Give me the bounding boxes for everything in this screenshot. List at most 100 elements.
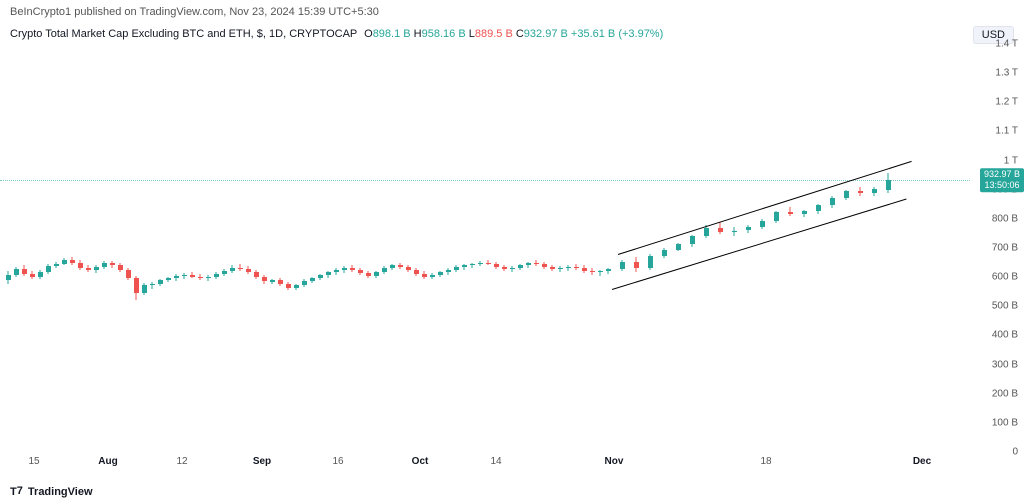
candle	[582, 265, 587, 272]
candle	[310, 277, 315, 283]
candle	[294, 284, 299, 291]
publish-header: BeInCrypto1 published on TradingView.com…	[10, 6, 379, 18]
tradingview-attribution[interactable]: T7 TradingView	[10, 486, 93, 498]
candle	[374, 271, 379, 278]
o-label: O	[364, 28, 373, 40]
candle	[478, 261, 483, 266]
candle	[886, 173, 891, 193]
candle	[788, 207, 793, 216]
candle	[142, 283, 147, 295]
candle	[214, 272, 219, 280]
candle	[494, 262, 499, 269]
candle	[118, 263, 123, 272]
h-label: H	[414, 28, 422, 40]
candle	[398, 263, 403, 269]
candle	[620, 260, 625, 271]
candle	[844, 190, 849, 200]
y-tick-label: 1.1 T	[995, 126, 1018, 137]
candle	[662, 248, 667, 258]
candle	[342, 266, 347, 273]
candle	[606, 268, 611, 274]
candle	[134, 276, 139, 301]
publish-date: Nov 23, 2024 15:39 UTC+5:30	[229, 6, 379, 18]
candle	[676, 243, 681, 252]
y-tick-label: 400 B	[992, 330, 1018, 341]
candle	[470, 263, 475, 268]
y-tick-label: 1.3 T	[995, 68, 1018, 79]
candle	[422, 271, 427, 278]
candle	[414, 268, 419, 276]
time-axis[interactable]: 15Aug12Sep16Oct14Nov18Dec	[0, 452, 970, 476]
candle	[326, 271, 331, 278]
candle	[22, 265, 27, 275]
y-tick-label: 500 B	[992, 301, 1018, 312]
candle	[254, 270, 259, 279]
symbol-title: Crypto Total Market Cap Excluding BTC an…	[10, 28, 357, 40]
y-tick-label: 1.2 T	[995, 97, 1018, 108]
x-tick-label: 16	[332, 456, 343, 467]
site-name: TradingView.com	[139, 6, 223, 18]
candle	[510, 266, 515, 272]
candle	[70, 257, 75, 265]
candle	[486, 260, 491, 265]
candle	[502, 265, 507, 271]
candle	[550, 265, 555, 271]
current-price-label: 932.97 B13:50:06	[980, 168, 1024, 192]
l-value: 889.5 B	[475, 28, 513, 40]
candle	[78, 260, 83, 270]
publisher-name: BeInCrypto1	[10, 6, 71, 18]
candle	[690, 235, 695, 247]
candle	[382, 266, 387, 274]
candle	[802, 210, 807, 217]
y-tick-label: 800 B	[992, 213, 1018, 224]
x-tick-label: 18	[760, 456, 771, 467]
candle	[634, 257, 639, 272]
candle	[816, 204, 821, 214]
candle	[872, 187, 877, 196]
price-axis[interactable]: 0100 B200 B300 B400 B500 B600 B700 B800 …	[970, 44, 1024, 452]
candle	[462, 264, 467, 270]
candle	[430, 273, 435, 279]
change-percent: (+3.97%)	[618, 28, 663, 40]
candle	[302, 279, 307, 287]
trend-channel-line[interactable]	[612, 198, 906, 289]
symbol-info-bar: Crypto Total Market Cap Excluding BTC an…	[10, 28, 663, 40]
candle	[518, 264, 523, 270]
candle	[830, 196, 835, 208]
y-tick-label: 1 T	[1004, 155, 1018, 166]
candle	[334, 268, 339, 274]
candle	[182, 273, 187, 279]
x-tick-label: 12	[176, 456, 187, 467]
candle	[534, 260, 539, 266]
candle	[526, 262, 531, 268]
candle	[238, 264, 243, 271]
candle	[206, 275, 211, 281]
candle	[278, 278, 283, 287]
current-price-line	[0, 180, 970, 181]
candle	[598, 270, 603, 276]
candle	[746, 225, 751, 233]
candle	[110, 261, 115, 268]
candle	[174, 274, 179, 280]
candle	[390, 264, 395, 270]
tradingview-label: TradingView	[28, 486, 93, 498]
y-tick-label: 600 B	[992, 272, 1018, 283]
candle	[406, 265, 411, 272]
y-tick-label: 1.4 T	[995, 39, 1018, 50]
candle	[262, 275, 267, 284]
candle	[6, 271, 11, 284]
candle	[318, 274, 323, 280]
x-tick-label: Oct	[412, 456, 429, 467]
candle	[54, 262, 59, 268]
y-tick-label: 200 B	[992, 388, 1018, 399]
candle	[350, 265, 355, 271]
candle	[62, 258, 67, 265]
candle	[166, 277, 171, 283]
candle	[102, 261, 107, 269]
candlestick-chart[interactable]	[0, 44, 970, 452]
candle	[358, 268, 363, 275]
candle	[14, 267, 19, 277]
o-value: 898.1 B	[373, 28, 411, 40]
x-tick-label: Dec	[913, 456, 931, 467]
x-tick-label: Sep	[253, 456, 271, 467]
